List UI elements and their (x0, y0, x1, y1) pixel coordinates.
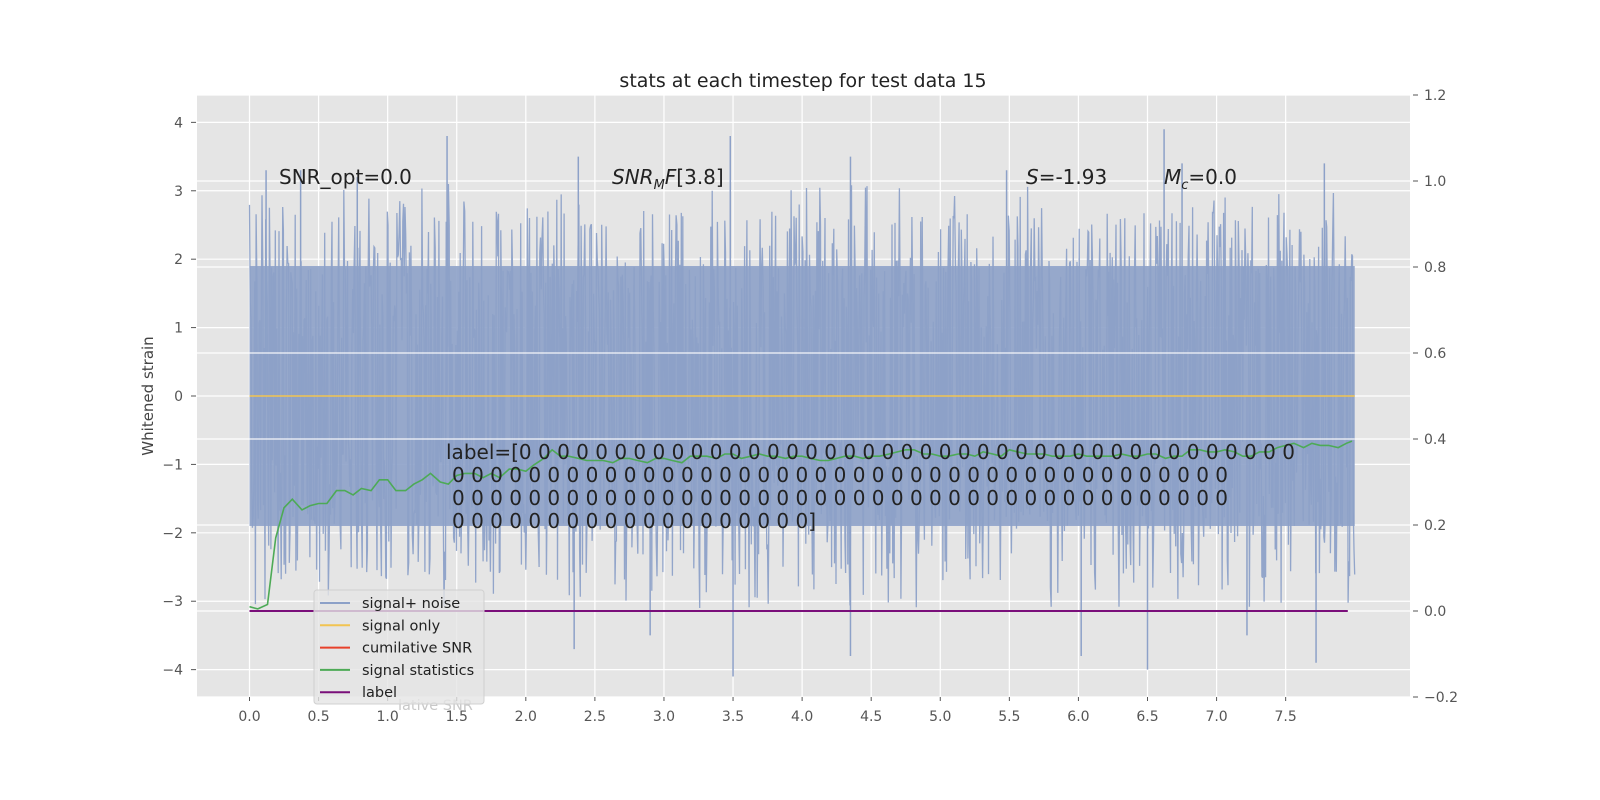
legend-label: cumilative SNR (362, 641, 472, 657)
y2-tick-label: −0.2 (1424, 690, 1458, 706)
x-tick-label: 7.0 (1205, 709, 1227, 725)
annotation-snr-mf: SNRMF[3.8] (612, 165, 724, 193)
x-tick-label: 2.5 (584, 709, 606, 725)
x-tick-label: 2.0 (515, 709, 537, 725)
y-axis-label: Whitened strain (139, 336, 157, 455)
annotation-s-stat-value: =-1.93 (1039, 165, 1108, 189)
label-array-line-1: label=[0 0 0 0 0 0 0 0 0 0 0 0 0 0 0 0 0… (446, 440, 1295, 464)
legend-label: signal+ noise (362, 596, 460, 612)
y-tick-label: 1 (174, 321, 183, 337)
y-tick-label: −3 (162, 594, 183, 610)
x-tick-label: 5.5 (998, 709, 1020, 725)
y-tick-label: 4 (174, 115, 183, 131)
annotation-mc: Mc=0.0 (1164, 165, 1237, 193)
chart-title: stats at each timestep for test data 15 (619, 70, 986, 92)
y-tick-label: −4 (162, 663, 183, 679)
legend-items: signal+ noise signal only cumilative SNR si… (320, 596, 474, 701)
x-tick-label: 7.5 (1275, 709, 1297, 725)
annotation-s-stat: S=-1.93 (1026, 165, 1107, 189)
y2-tick-label: 0.6 (1424, 346, 1446, 362)
x-tick-label: 5.0 (929, 709, 951, 725)
x-tick-label: 3.0 (653, 709, 675, 725)
x-tick-label: 6.5 (1136, 709, 1158, 725)
y2-tick-label: 0.0 (1424, 604, 1446, 620)
x-tick-label: 1.0 (377, 709, 399, 725)
x-tick-label: 0.5 (307, 709, 329, 725)
tick-label-layer: 0.0 0.5 1.0 1.5 2.0 2.5 3.0 3.5 4.0 4.5 5.0 5.5 6.0 6… (162, 88, 1458, 725)
annotation-snr-mf-value: [3.8] (676, 165, 723, 189)
y-tick-label: 3 (174, 184, 183, 200)
series-line-signal-statistics (249, 440, 1353, 610)
x-tick-label: 4.0 (791, 709, 813, 725)
x-tick-label: 0.0 (238, 709, 260, 725)
label-array-line-3: 0 0 0 0 0 0 0 0 0 0 0 0 0 0 0 0 0 0 0 0 … (452, 486, 1228, 510)
y-tick-label: −1 (162, 457, 183, 473)
y2-tick-label: 0.2 (1424, 518, 1446, 534)
x-tick-label: 4.5 (860, 709, 882, 725)
annotation-mc-value: =0.0 (1188, 165, 1237, 189)
y2-tick-label: 1.0 (1424, 174, 1446, 190)
legend-box (313, 589, 485, 705)
x-tick-label: 6.0 (1067, 709, 1089, 725)
y2-tick-label: 0.8 (1424, 260, 1446, 276)
y-tick-label: 2 (174, 252, 183, 268)
y2-tick-label: 1.2 (1424, 88, 1446, 104)
legend-label: label (362, 685, 397, 701)
x-tick-label: 3.5 (722, 709, 744, 725)
legend-label: signal only (362, 618, 441, 634)
label-array-line-2: 0 0 0 0 0 0 0 0 0 0 0 0 0 0 0 0 0 0 0 0 … (452, 463, 1228, 487)
y-tick-label: −2 (162, 526, 183, 542)
y2-tick-label: 0.4 (1424, 432, 1446, 448)
y-tick-label: 0 (174, 389, 183, 405)
legend-label: signal statistics (362, 663, 474, 679)
label-array-line-4: 0 0 0 0 0 0 0 0 0 0 0 0 0 0 0 0 0 0 0] (452, 509, 816, 533)
x-tick-label: 1.5 (446, 709, 468, 725)
annotation-snr-opt: SNR_opt=0.0 (279, 165, 412, 189)
